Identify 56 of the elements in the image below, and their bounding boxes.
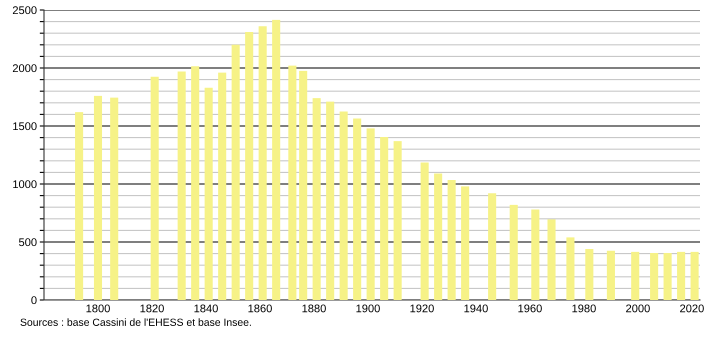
bar (272, 20, 280, 300)
bar (299, 70, 308, 300)
bar (394, 141, 402, 300)
x-tick-label: 1980 (572, 304, 596, 312)
bar (606, 250, 615, 300)
bar (150, 76, 159, 300)
bar (448, 180, 456, 300)
bar (650, 253, 658, 300)
x-tick-label: 1960 (518, 304, 542, 312)
bar (380, 137, 388, 300)
bar (326, 102, 334, 300)
bar (204, 88, 213, 300)
bar (488, 193, 496, 300)
bar (110, 98, 118, 300)
bar (677, 252, 686, 300)
bar (245, 32, 254, 300)
bar (420, 162, 429, 300)
x-tick-label: 1820 (140, 304, 164, 312)
y-tick-label: 500 (18, 238, 37, 246)
bar (191, 66, 200, 300)
bar (340, 112, 348, 300)
bar (75, 112, 84, 300)
bar (218, 72, 226, 300)
bar (461, 186, 470, 300)
x-tick-label: 2020 (680, 304, 704, 312)
y-tick-label: 2500 (12, 6, 37, 14)
bar (631, 252, 640, 300)
x-tick-label: 1920 (410, 304, 434, 312)
bar (434, 174, 442, 300)
bar (178, 71, 186, 300)
bar (547, 219, 556, 300)
bar (94, 96, 102, 300)
x-tick-label: 1880 (302, 304, 326, 312)
bar (312, 98, 321, 300)
bar (353, 118, 362, 300)
bar (664, 253, 672, 300)
y-tick-label: 0 (31, 296, 37, 304)
bar (366, 128, 375, 300)
bar (531, 210, 540, 300)
x-tick-label: 1900 (356, 304, 380, 312)
y-tick-label: 1500 (13, 122, 37, 130)
x-tick-label: 1840 (194, 304, 218, 312)
bar (510, 204, 518, 300)
bar (258, 26, 267, 300)
y-tick-label: 1000 (13, 180, 37, 188)
bar (288, 66, 296, 300)
y-tick-label: 2000 (12, 64, 37, 72)
x-tick-label: 1860 (248, 304, 272, 312)
x-tick-label: 1940 (464, 304, 488, 312)
x-tick-label: 1800 (86, 304, 110, 312)
bar (690, 252, 699, 300)
bar (566, 237, 574, 300)
bar (585, 248, 594, 300)
source-note: Sources : base Cassini de l'EHESS et base Insee. (20, 318, 251, 326)
x-tick-label: 2000 (626, 304, 650, 312)
bar (232, 44, 240, 300)
